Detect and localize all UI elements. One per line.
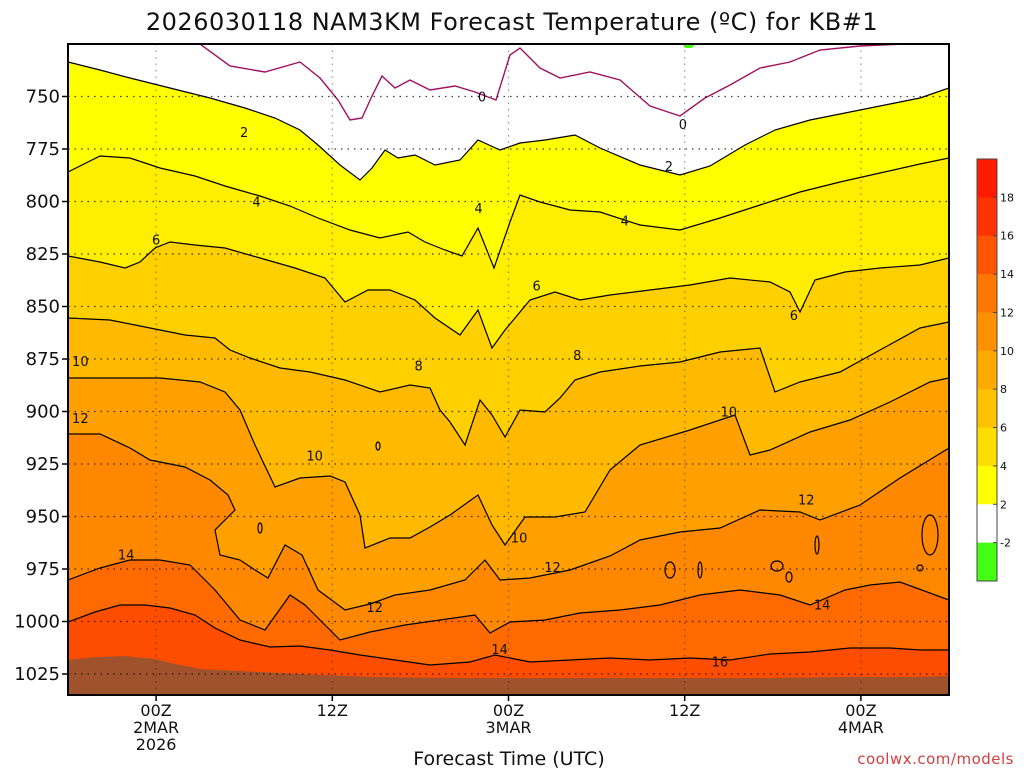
contour-label: 12 [72, 412, 89, 427]
y-tick-label: 775 [26, 139, 60, 160]
colorbar-swatch [977, 504, 997, 544]
contour-island [785, 571, 793, 583]
plot-area: 0 0 2 2 4 4 4 6 6 6 8 8 10 10 10 10 12 12 12 12 14 14 14 16 [68, 44, 949, 695]
contour-0 [199, 44, 906, 121]
x-tick-label: 00Z [140, 701, 171, 720]
y-tick-label: 975 [26, 559, 60, 580]
gridlines [68, 44, 949, 695]
contour-16 [68, 604, 949, 666]
colorbar-tick-label: 14 [1000, 268, 1014, 281]
contour-island [916, 564, 924, 572]
contour-4 [68, 155, 949, 270]
y-tick-label: 800 [26, 192, 60, 213]
contour-label: 0 [478, 91, 486, 106]
x-axis-label: Forecast Time (UTC) [413, 748, 604, 768]
x-tick-label: 00Z [493, 701, 524, 720]
contour-label: 6 [790, 309, 798, 324]
x-tick-label: 00Z [845, 701, 876, 720]
contour-label: 12 [798, 494, 815, 509]
contour-label: 2 [665, 160, 673, 175]
contour-island [697, 561, 703, 579]
colorbar-tick-label: 16 [1000, 230, 1014, 243]
contour-label: 4 [252, 196, 260, 211]
contour-2 [68, 61, 949, 181]
y-tick-label: 950 [26, 507, 60, 528]
colorbar: 18 16 14 12 10 8 6 4 2 -2 [976, 158, 1014, 582]
contour-island [770, 560, 784, 572]
contour-6 [68, 241, 949, 350]
colorbar-swatch [977, 274, 997, 313]
colorbar-tick-label: 4 [1000, 460, 1007, 473]
ground [68, 656, 949, 695]
contour-island [814, 535, 820, 555]
contour-8 [68, 317, 949, 447]
colorbar-swatch [977, 465, 997, 505]
x-tick-label: 12Z [669, 701, 700, 720]
contour-label: 14 [814, 599, 831, 614]
contour-label: 8 [573, 349, 581, 364]
contour-label: 0 [679, 118, 687, 133]
colorbar-swatch [977, 235, 997, 275]
colorbar-tick-label: 8 [1000, 383, 1007, 396]
colorbar-tick-label: 18 [1000, 191, 1014, 204]
y-axis: 750 775 800 825 850 875 900 925 950 975 1000 1025 [14, 87, 68, 685]
contour-14 [68, 559, 949, 641]
y-tick-label: 850 [26, 297, 60, 318]
colorbar-swatch [977, 427, 997, 467]
colorbar-tick-label: -2 [1000, 537, 1011, 550]
contour-label: 12 [544, 561, 561, 576]
y-tick-label: 1025 [14, 664, 60, 685]
x-tick-label: 2026 [136, 735, 177, 754]
contour-label: 6 [533, 280, 541, 295]
y-tick-label: 925 [26, 454, 60, 475]
contour-label: 14 [118, 548, 135, 563]
colorbar-tick-label: 6 [1000, 422, 1007, 435]
contour-10 [68, 377, 949, 549]
y-tick-label: 875 [26, 349, 60, 370]
contour-12 [68, 433, 949, 611]
colorbar-tick-label: 10 [1000, 345, 1014, 358]
colorbar-swatch [977, 312, 997, 352]
colorbar-tick-label: 12 [1000, 306, 1014, 319]
credit-link[interactable]: coolwx.com/models [857, 750, 1014, 768]
contour-label: 4 [621, 214, 629, 229]
colorbar-frame [976, 158, 998, 582]
contour-lines [68, 44, 949, 666]
y-tick-label: 750 [26, 87, 60, 108]
x-tick-label: 3MAR [485, 718, 531, 737]
contour-label: 10 [306, 450, 323, 465]
contour-label: 10 [511, 532, 528, 547]
contour-label: 8 [414, 359, 422, 374]
y-tick-label: 900 [26, 402, 60, 423]
contour-label: 4 [474, 202, 482, 217]
x-tick-label: 4MAR [838, 718, 884, 737]
contour-label: 10 [720, 406, 737, 421]
y-tick-label: 1000 [14, 612, 60, 633]
colorbar-swatch [977, 159, 997, 198]
contour-island [664, 561, 676, 579]
contour-island [257, 522, 263, 534]
contour-label: 16 [712, 655, 729, 670]
x-tick-label: 12Z [317, 701, 348, 720]
contour-labels: 0 0 2 2 4 4 4 6 6 6 8 8 10 10 10 10 12 12 12 12 14 14 14 16 [72, 91, 831, 671]
y-tick-label: 825 [26, 244, 60, 265]
colorbar-swatch [977, 389, 997, 429]
contour-label: 14 [491, 643, 508, 658]
contour-label: 12 [366, 601, 383, 616]
band-14-16 [68, 605, 949, 695]
contour-label: 2 [240, 126, 248, 141]
colorbar-tick-label: 2 [1000, 498, 1007, 511]
contour-island [375, 441, 381, 451]
chart-title: 2026030118 NAM3KM Forecast Temperature (… [146, 8, 878, 36]
contour-island [921, 514, 939, 556]
contour-label: 10 [72, 355, 89, 370]
colorbar-swatch [977, 197, 997, 237]
colorbar-swatch [977, 350, 997, 390]
x-tick-label: 2MAR [133, 718, 179, 737]
colorbar-swatch [977, 542, 997, 582]
contour-label: 6 [152, 233, 160, 248]
